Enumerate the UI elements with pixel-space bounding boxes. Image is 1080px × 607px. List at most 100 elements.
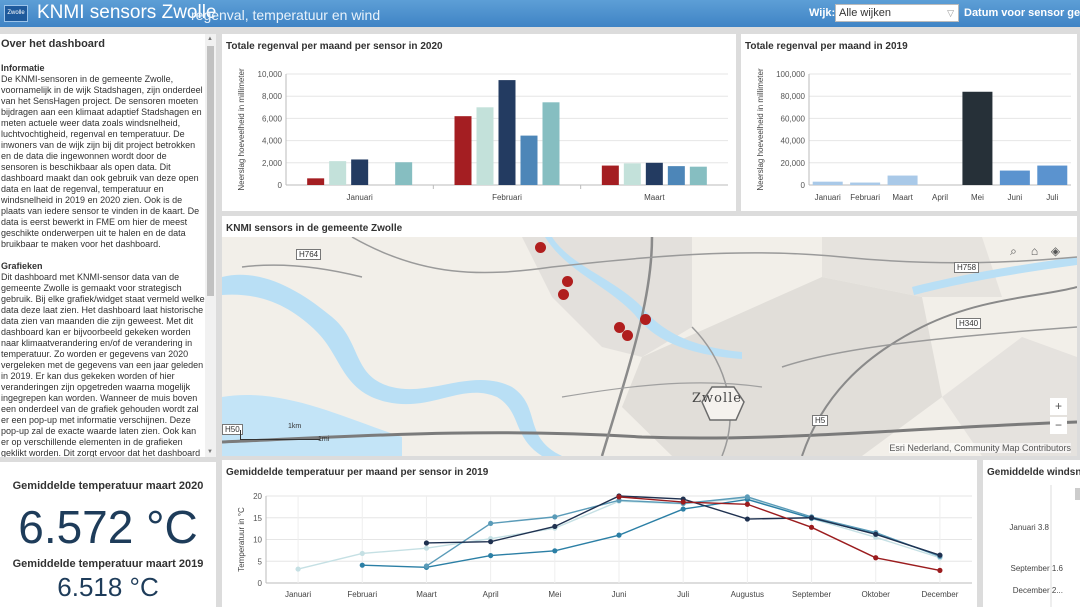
- wind-bar[interactable]: [1075, 488, 1080, 500]
- rain-bar[interactable]: [623, 163, 641, 185]
- highway: [222, 420, 1077, 444]
- rain-bar[interactable]: [645, 162, 663, 185]
- x-tick-label: Oktober: [861, 590, 890, 599]
- wind-chart[interactable]: Januari 3.8 September 1.6 December 2...: [983, 460, 1080, 607]
- zoom-out-button[interactable]: −: [1050, 417, 1067, 434]
- rain-bar[interactable]: [850, 182, 881, 185]
- city-center: [701, 386, 745, 421]
- map-title: KNMI sensors in de gemeente Zwolle: [226, 223, 403, 234]
- road: [561, 382, 763, 398]
- about-title: Over het dashboard: [1, 38, 105, 50]
- sensor-marker[interactable]: [614, 322, 625, 333]
- temperature-point[interactable]: [423, 563, 430, 569]
- temperature-point[interactable]: [744, 494, 750, 500]
- app-title: KNMI sensors Zwolle: [37, 2, 217, 23]
- temperature-point[interactable]: [873, 531, 879, 537]
- temperature-point[interactable]: [552, 514, 558, 520]
- rain-bar[interactable]: [351, 159, 369, 185]
- series-line: [362, 498, 941, 569]
- rain-2020-chart[interactable]: 0 2,000 4,000 6,000 8,000 10,000 Neerslag hoev…: [222, 34, 736, 211]
- temp-2019-label: Gemiddelde temperatuur maart 2019: [12, 558, 204, 570]
- y-tick-label: 10,000: [258, 70, 283, 79]
- wind-panel: Gemiddelde windsnelheid Januari 3.8 Sept…: [983, 460, 1080, 607]
- temperature-point[interactable]: [808, 515, 815, 521]
- scroll-up-icon[interactable]: ▲: [207, 36, 213, 42]
- chevron-down-icon: ▽: [947, 8, 954, 18]
- scroll-thumb[interactable]: [207, 46, 214, 296]
- temperature-point[interactable]: [295, 566, 301, 572]
- rain-bar[interactable]: [812, 181, 843, 185]
- y-tick-label: 20,000: [781, 159, 806, 168]
- rain-bar[interactable]: [498, 80, 516, 185]
- temperature-point[interactable]: [937, 552, 943, 558]
- map-view[interactable]: Zwolle H764 H758 H340 H5 H50 1km 1mi ⌕ ⌂…: [222, 237, 1077, 456]
- rain-bar[interactable]: [1037, 165, 1068, 185]
- rain-bar[interactable]: [454, 116, 472, 185]
- chart-title: Gemiddelde temperatuur per maand per sen…: [226, 467, 489, 478]
- rain-bar[interactable]: [476, 107, 494, 185]
- temperature-point[interactable]: [808, 524, 815, 530]
- wijk-select[interactable]: Alle wijken ▽: [835, 4, 959, 22]
- temperature-point[interactable]: [937, 567, 943, 573]
- chart-title: Totale regenval per maand per sensor in …: [226, 41, 443, 52]
- y-tick-label: 2,000: [262, 159, 283, 168]
- rain-bar[interactable]: [999, 170, 1030, 185]
- temperature-point[interactable]: [744, 501, 750, 507]
- rain-bar[interactable]: [329, 161, 347, 185]
- rain-2019-chart[interactable]: 0 20,000 40,000 60,000 80,000 100,000 Neerslag…: [741, 34, 1077, 211]
- about-text: Over het dashboard Informatie De KNMI-se…: [0, 34, 205, 458]
- sensor-marker[interactable]: [562, 276, 573, 287]
- rain-bar[interactable]: [962, 91, 993, 185]
- temperature-point[interactable]: [423, 540, 430, 546]
- temperature-point[interactable]: [873, 555, 879, 561]
- date-selector-label[interactable]: Datum voor sensor gegevens: [964, 7, 1080, 19]
- zoom-in-button[interactable]: +: [1050, 398, 1067, 415]
- x-tick-label: Juni: [1008, 193, 1023, 202]
- rain-bar[interactable]: [307, 178, 325, 185]
- rain-bar[interactable]: [520, 135, 538, 185]
- sensor-marker[interactable]: [622, 330, 633, 341]
- y-tick-label: 20: [253, 492, 262, 501]
- layers-icon[interactable]: ◈: [1050, 244, 1061, 258]
- rain-bar[interactable]: [689, 166, 707, 185]
- temperature-point[interactable]: [680, 499, 686, 505]
- temperature-point[interactable]: [616, 532, 622, 538]
- map-panel: KNMI sensors in de gemeente Zwolle: [222, 216, 1077, 456]
- temperature-point[interactable]: [488, 552, 494, 559]
- about-scrollbar[interactable]: ▲ ▼: [205, 34, 216, 457]
- chart-title: Totale regenval per maand in 2019: [745, 41, 908, 52]
- home-icon[interactable]: ⌂: [1030, 244, 1039, 258]
- road: [600, 237, 654, 456]
- scroll-down-icon[interactable]: ▼: [207, 449, 213, 455]
- rain-bar[interactable]: [395, 162, 413, 185]
- scale-km: 1km: [288, 423, 302, 430]
- temperature-point[interactable]: [423, 545, 430, 551]
- sensor-marker[interactable]: [558, 289, 569, 300]
- temperature-point[interactable]: [552, 523, 558, 530]
- temperature-point[interactable]: [488, 539, 494, 545]
- x-tick-label: Januari: [815, 193, 841, 202]
- rain-bar[interactable]: [887, 175, 918, 185]
- y-tick-label: 6,000: [262, 114, 283, 123]
- search-icon[interactable]: ⌕: [1010, 244, 1017, 258]
- temperature-point[interactable]: [616, 494, 622, 500]
- x-tick-label: April: [483, 590, 499, 599]
- sensor-marker[interactable]: [535, 242, 546, 253]
- temperature-point[interactable]: [744, 516, 750, 522]
- info-paragraph: De KNMI-sensoren in de gemeente Zwolle, …: [1, 74, 203, 249]
- temperature-point[interactable]: [552, 548, 558, 554]
- x-tick-label: Maart: [644, 193, 665, 202]
- temperature-point[interactable]: [680, 506, 686, 512]
- road: [691, 326, 731, 456]
- temperature-point[interactable]: [359, 562, 365, 568]
- rain-bar[interactable]: [542, 102, 560, 185]
- road-label: H340: [956, 318, 982, 329]
- rain-bar[interactable]: [601, 165, 619, 185]
- temperature-point[interactable]: [488, 520, 494, 527]
- sensor-marker[interactable]: [640, 314, 651, 325]
- rain-bar[interactable]: [667, 166, 685, 185]
- temperature-point[interactable]: [359, 550, 365, 557]
- x-tick-label: Januari: [285, 590, 311, 599]
- y-tick-label: 8,000: [262, 92, 283, 101]
- temperature-2019-chart[interactable]: 0 5 10 15 20 Temperatuur in °C Januari Februari…: [222, 460, 977, 607]
